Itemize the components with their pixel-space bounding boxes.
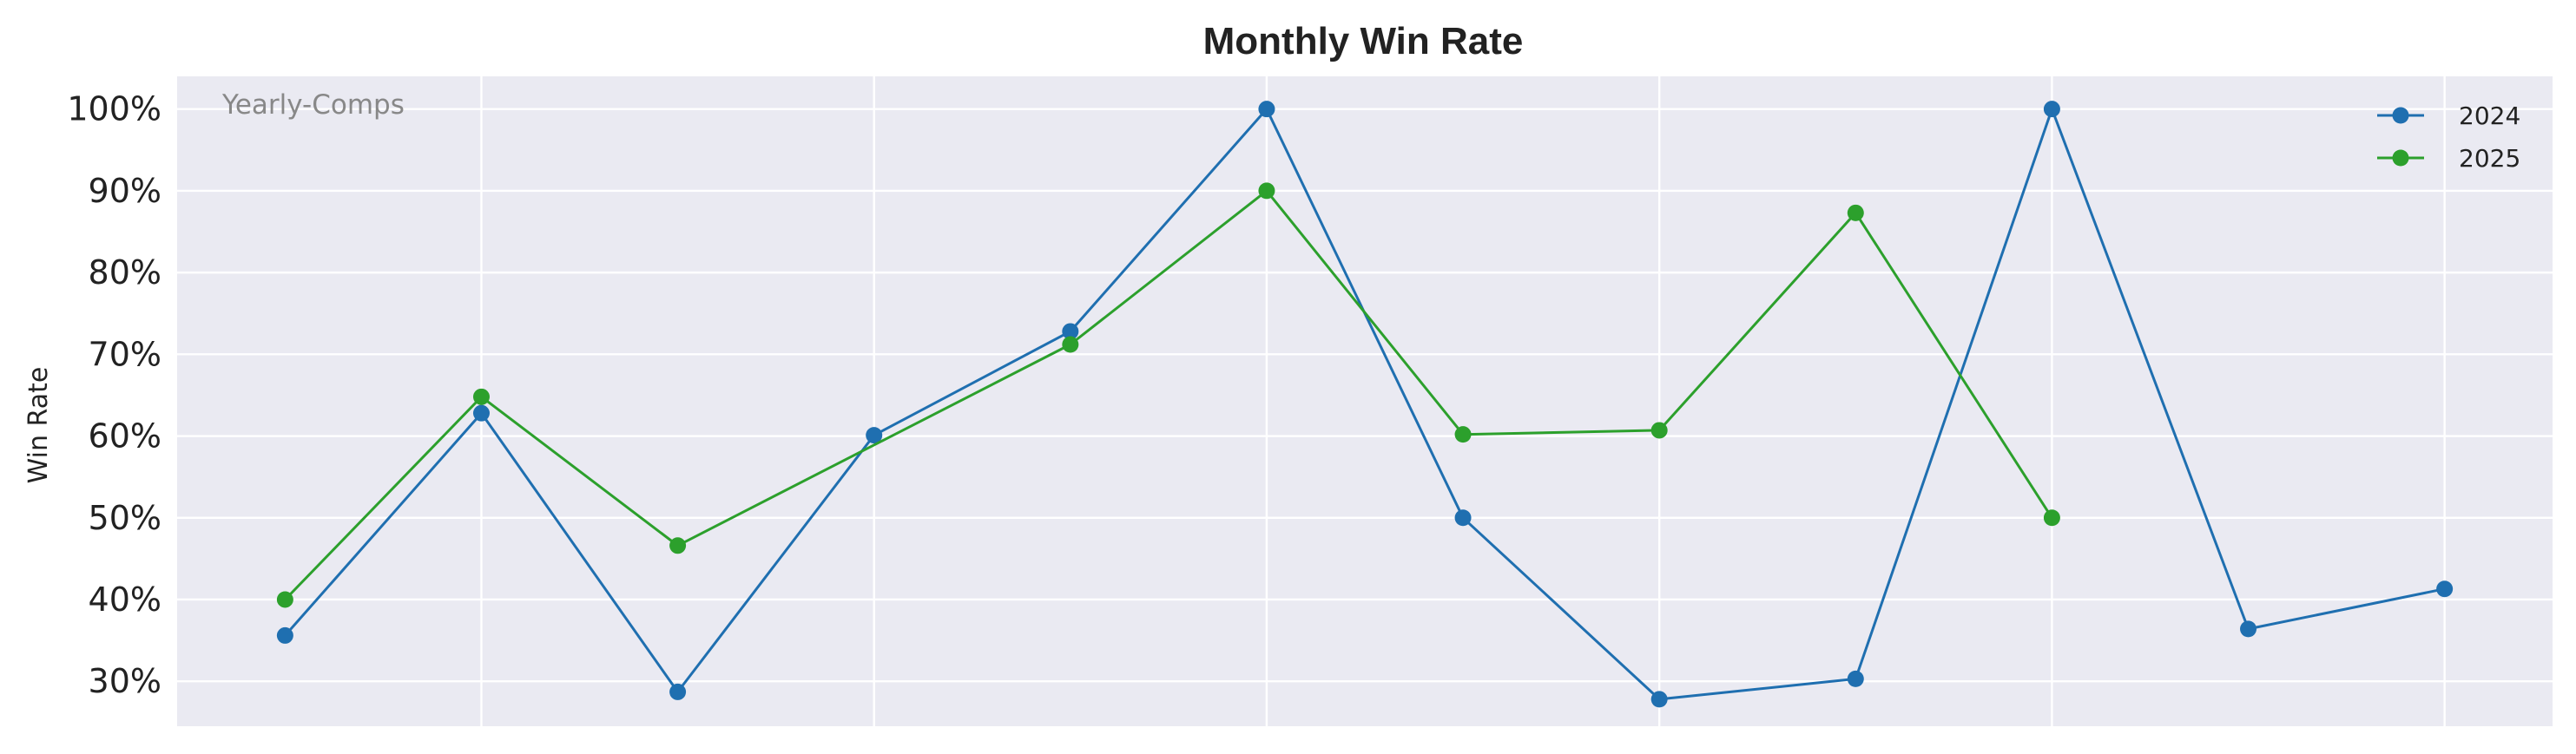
y-tick-label: 60% <box>89 417 161 456</box>
data-point <box>1258 101 1275 118</box>
y-tick-label: 50% <box>89 499 161 537</box>
chart-title: Monthly Win Rate <box>1203 20 1524 62</box>
legend-label: 2025 <box>2459 144 2520 173</box>
data-point <box>472 404 490 422</box>
y-tick-label: 30% <box>89 662 161 700</box>
data-point <box>472 388 490 405</box>
legend-marker <box>2392 107 2409 124</box>
data-point <box>2043 509 2060 527</box>
data-point <box>669 537 687 554</box>
y-tick-labels: 30% 40% 50% 60% 70% 80% 90% 100% <box>67 90 161 700</box>
series-lines <box>276 101 2454 708</box>
data-point <box>1650 422 1668 439</box>
data-point <box>1650 691 1668 708</box>
y-tick-label: 80% <box>89 253 161 292</box>
data-point <box>1454 509 1472 527</box>
y-tick-label: 70% <box>89 335 161 373</box>
legend-item: 2024 <box>2377 102 2520 130</box>
legend-marker <box>2392 149 2409 167</box>
legend-label: 2024 <box>2459 102 2520 130</box>
y-axis-label: Win Rate <box>23 367 54 484</box>
chart-annotation: Yearly-Comps <box>221 89 405 121</box>
plot-area <box>177 76 2553 726</box>
legend-item: 2025 <box>2377 144 2520 173</box>
y-tick-label: 100% <box>67 90 161 128</box>
y-tick-label: 40% <box>89 580 161 619</box>
series-2025 <box>276 182 2060 608</box>
data-point <box>276 591 293 608</box>
data-point <box>669 683 687 700</box>
data-point <box>866 427 883 444</box>
data-point <box>1847 670 1864 687</box>
y-tick-label: 90% <box>89 172 161 210</box>
data-point <box>1062 323 1079 340</box>
data-point <box>2240 620 2257 638</box>
data-point <box>2043 101 2060 118</box>
data-point <box>2436 580 2454 598</box>
data-point <box>1062 336 1079 353</box>
data-point <box>1454 426 1472 443</box>
data-point <box>1847 204 1864 221</box>
data-point <box>276 626 293 644</box>
legend: 2024 2025 <box>2377 102 2520 173</box>
data-point <box>1258 182 1275 200</box>
